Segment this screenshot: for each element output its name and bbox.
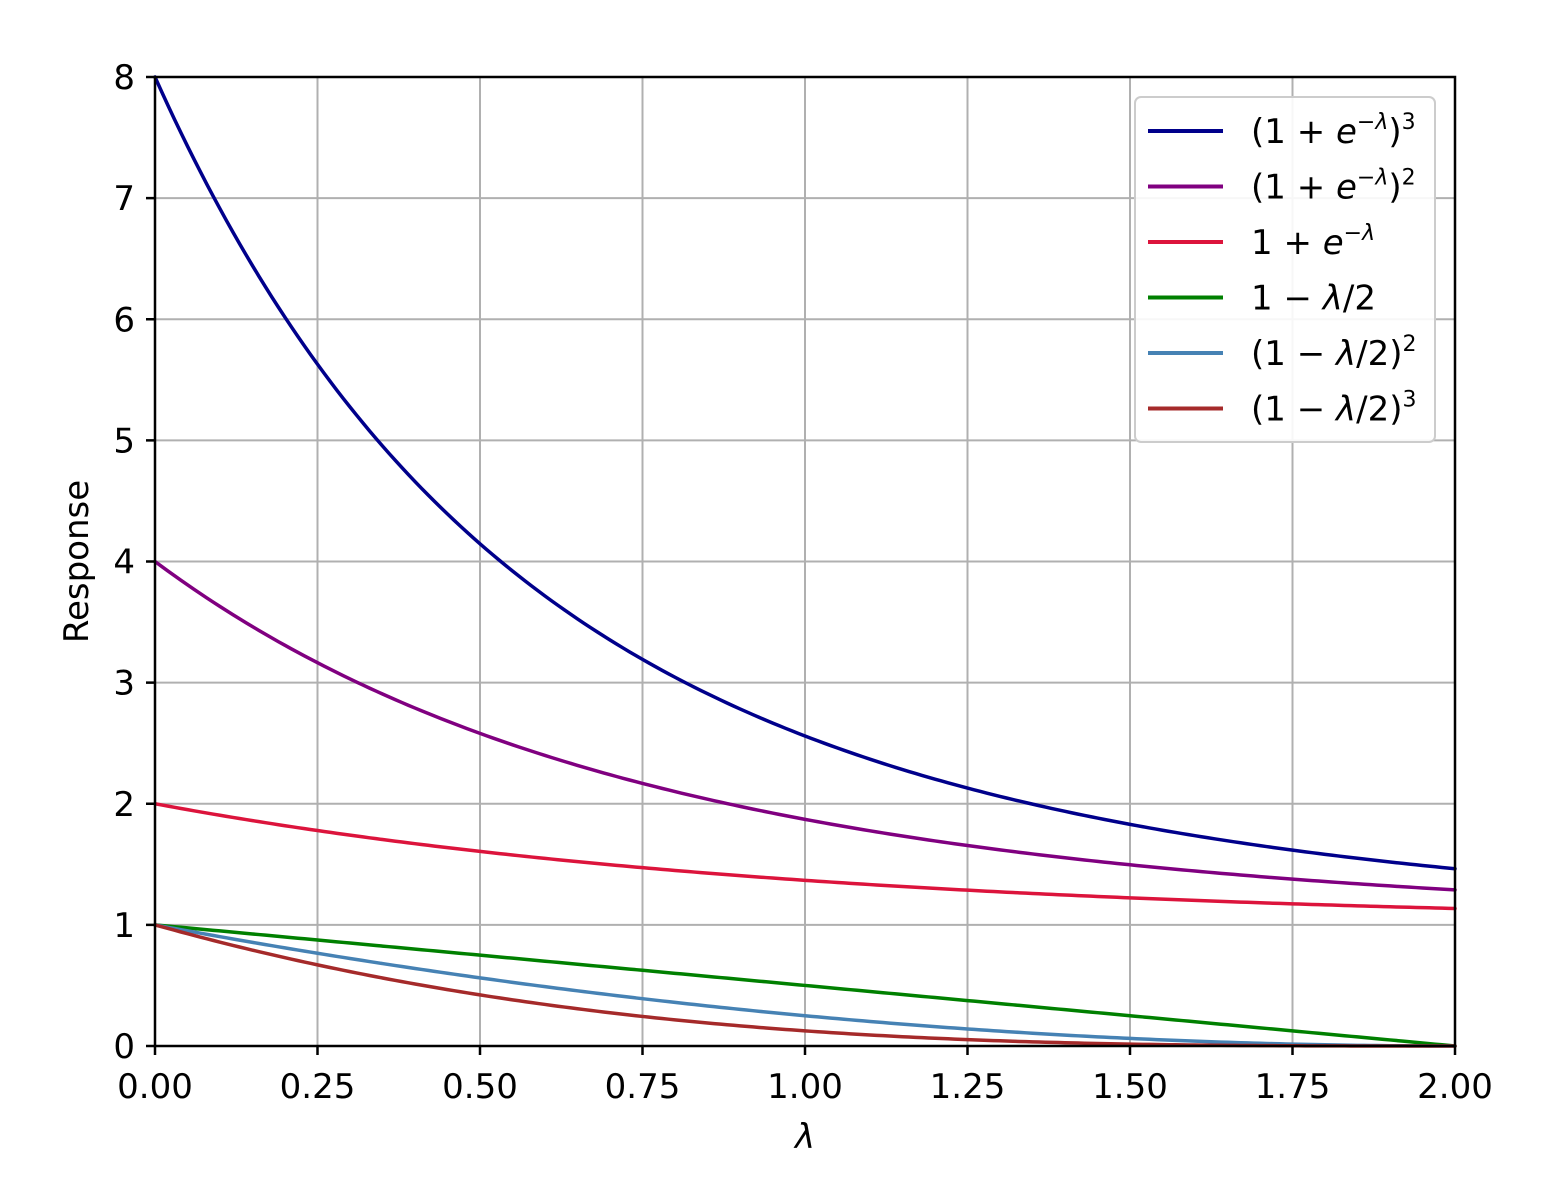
x-tick-label: 1.75 — [1255, 1067, 1331, 1107]
y-axis-label: Response — [57, 480, 97, 643]
y-axis-ticks: 0 1 2 3 4 5 6 7 8 — [113, 58, 155, 1067]
x-tick-label: 0.75 — [605, 1067, 681, 1107]
y-tick-label: 0 — [113, 1027, 135, 1067]
x-tick-label: 2.00 — [1417, 1067, 1493, 1107]
legend-label: 1 + e−λ — [1251, 221, 1375, 263]
y-tick-label: 1 — [113, 906, 135, 946]
series-line-3 — [153, 802, 1457, 911]
legend-label: (1 + e−λ)3 — [1251, 110, 1416, 152]
x-axis-ticks: 0.00 0.25 0.50 0.75 1.00 1.25 1.50 1.75 2.00 — [117, 1046, 1493, 1107]
legend-label: 1 − λ/2 — [1251, 279, 1376, 319]
legend-label: (1 − λ/2)3 — [1251, 388, 1416, 430]
series-line-5 — [153, 923, 1457, 1048]
y-tick-label: 2 — [113, 785, 135, 825]
series-line-4 — [153, 923, 1457, 1048]
x-tick-label: 0.25 — [280, 1067, 356, 1107]
x-tick-label: 0.00 — [117, 1067, 193, 1107]
x-tick-label: 1.25 — [930, 1067, 1006, 1107]
x-axis-label: λ — [793, 1117, 815, 1157]
series-group — [153, 75, 1457, 1048]
y-tick-label: 8 — [113, 58, 135, 98]
legend: (1 + e−λ)3 (1 + e−λ)2 1 + e−λ 1 − λ/2 (1 − λ… — [1134, 96, 1436, 443]
y-tick-label: 7 — [113, 179, 135, 219]
y-tick-label: 3 — [113, 664, 135, 704]
y-tick-label: 5 — [113, 421, 135, 461]
legend-label: (1 − λ/2)2 — [1251, 332, 1416, 374]
x-tick-label: 1.00 — [767, 1067, 843, 1107]
legend-label: (1 + e−λ)2 — [1251, 166, 1416, 208]
y-tick-label: 6 — [113, 300, 135, 340]
x-tick-label: 0.50 — [442, 1067, 518, 1107]
series-line-2 — [153, 559, 1457, 892]
series-line-1 — [153, 75, 1457, 871]
x-tick-label: 1.50 — [1092, 1067, 1168, 1107]
legend-box — [1134, 96, 1436, 443]
y-tick-label: 4 — [113, 543, 135, 583]
